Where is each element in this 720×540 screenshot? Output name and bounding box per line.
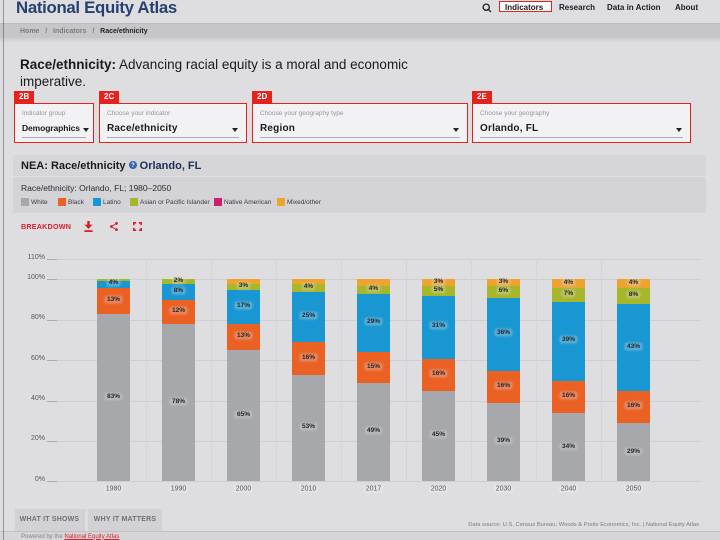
svg-text:?: ? — [131, 163, 135, 169]
